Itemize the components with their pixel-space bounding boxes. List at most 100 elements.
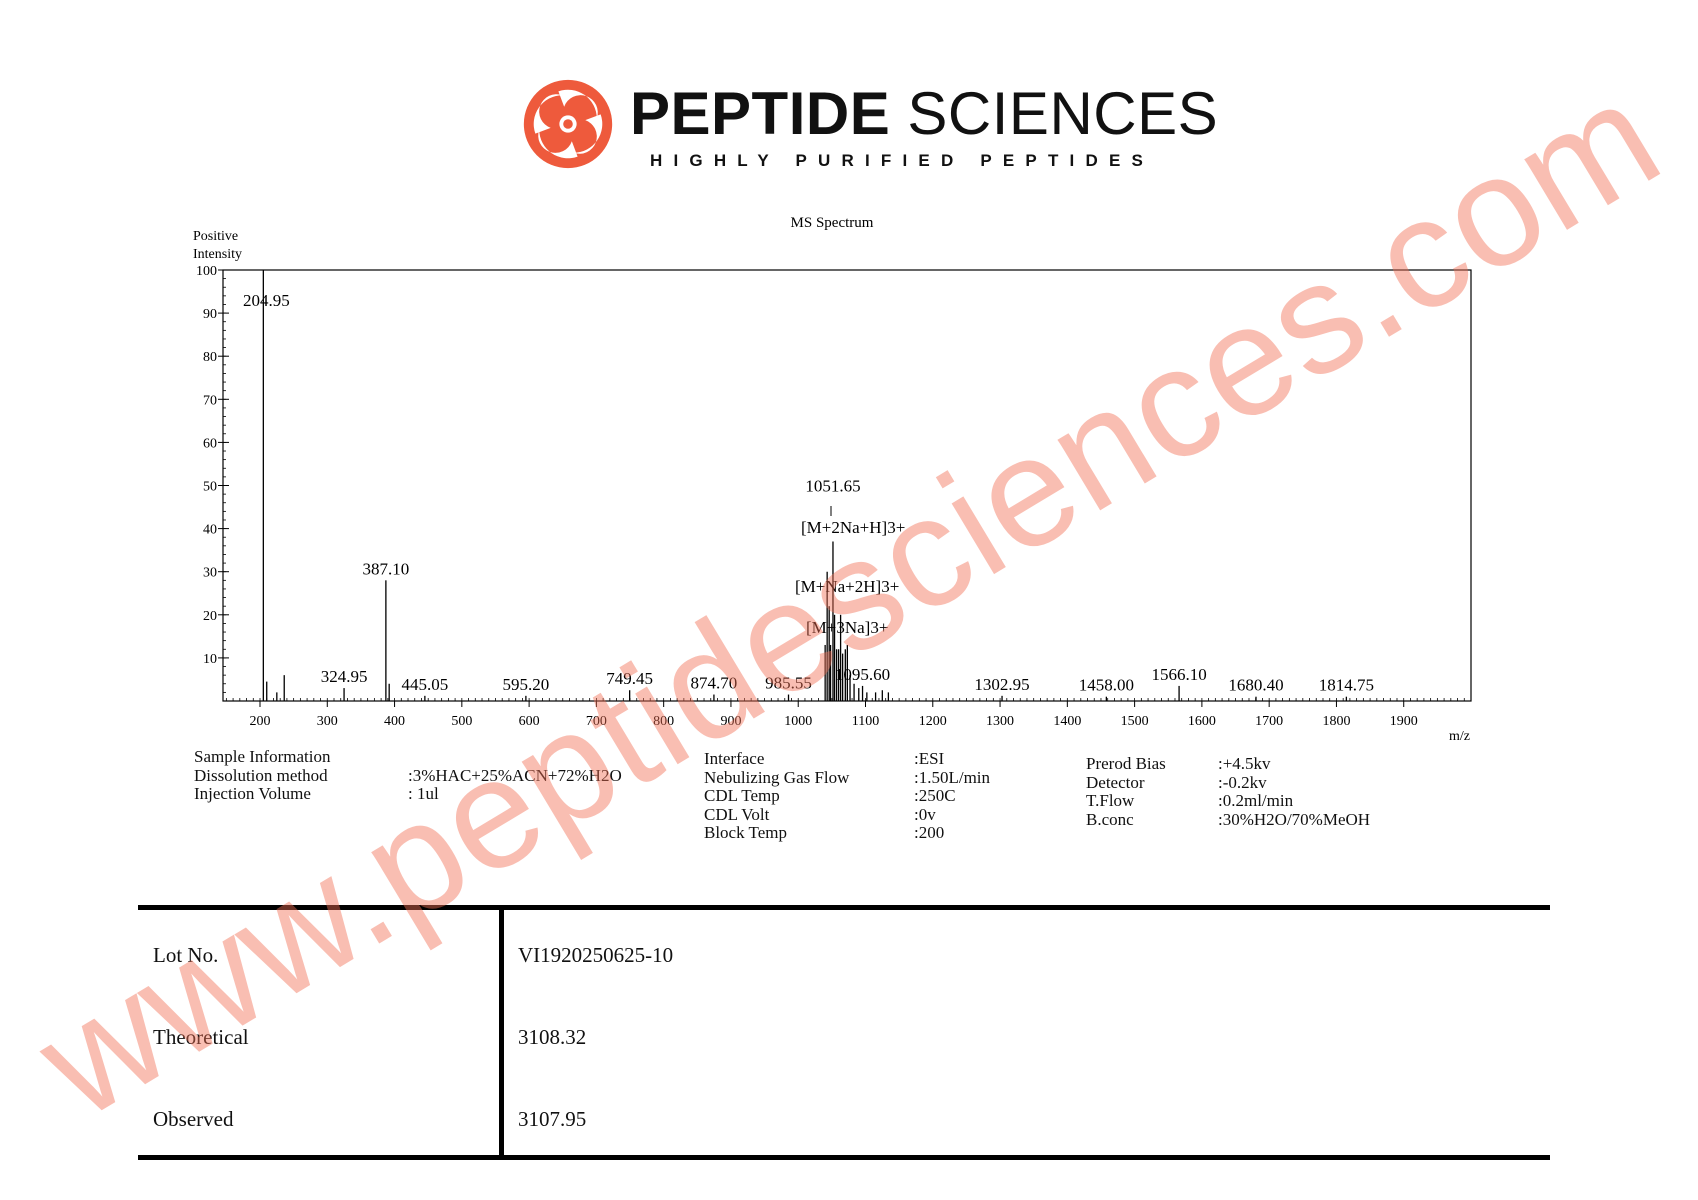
lot-number-value: VI1920250625-10 <box>518 943 674 967</box>
info-value-interface: :ESI <box>914 749 945 768</box>
y-axis-label-line2: Intensity <box>193 247 242 262</box>
peak-label: 324.95 <box>321 667 368 686</box>
info-label-t-flow: T.Flow <box>1086 791 1135 810</box>
observed-mass-label: Observed <box>153 1107 234 1131</box>
info-label-prerod-bias: Prerod Bias <box>1086 754 1166 773</box>
annotation-m3na: [M+3Na]3+ <box>806 618 888 637</box>
chart-title: MS Spectrum <box>791 215 874 231</box>
table-column-divider <box>499 905 504 1160</box>
brand-tagline: HIGHLY PURIFIED PEPTIDES <box>650 151 1155 170</box>
brand-name: PEPTIDE SCIENCES <box>630 82 1218 146</box>
table-top-rule <box>138 905 1550 910</box>
peak-label: 445.05 <box>401 675 448 694</box>
peak-label: 1458.00 <box>1079 676 1134 695</box>
x-tick-label: 300 <box>317 714 338 729</box>
y-tick-label: 20 <box>203 609 217 624</box>
peak-label: 387.10 <box>363 559 410 578</box>
y-tick-label: 40 <box>203 523 217 538</box>
x-tick-label: 1800 <box>1322 714 1350 729</box>
y-tick-label: 100 <box>196 264 217 279</box>
x-tick-label: 1500 <box>1121 714 1149 729</box>
interface-info-values: :ESI :1.50L/min :250C :0v :200 <box>914 750 990 843</box>
theoretical-mass-value: 3108.32 <box>518 1025 587 1049</box>
peak-label: 985.55 <box>765 674 812 693</box>
annotations: [M+2Na+H]3+ [M+Na+2H]3+ [M+3Na]3+ <box>795 506 905 637</box>
y-axis-ticks: 10 20 30 40 50 60 70 80 90 100 <box>196 264 229 667</box>
peak-label: 595.20 <box>503 675 550 694</box>
info-label-nebulizing-gas-flow: Nebulizing Gas Flow <box>704 767 850 787</box>
x-tick-label: 400 <box>384 714 405 729</box>
ms-spectrum-chart: MS Spectrum Positive Intensity m/z 10 20 3… <box>193 215 1472 744</box>
info-label-detector: Detector <box>1086 772 1145 792</box>
info-value-b-conc: :30%H2O/70%MeOH <box>1218 809 1371 829</box>
table-bottom-rule <box>138 1155 1550 1160</box>
peak-label: 749.45 <box>606 669 653 688</box>
x-tick-label: 200 <box>250 714 271 729</box>
x-tick-label: 1600 <box>1188 714 1216 729</box>
peak-label: 874.70 <box>691 674 738 693</box>
y-tick-label: 60 <box>203 436 217 451</box>
y-tick-label: 80 <box>203 350 217 365</box>
info-label-b-conc: B.conc <box>1086 809 1134 829</box>
x-tick-label: 600 <box>519 714 540 729</box>
info-value-sample-information <box>408 748 622 767</box>
info-value-t-flow: :0.2ml/min <box>1218 791 1294 810</box>
peak-label: 1302.95 <box>974 675 1029 694</box>
detector-info-values: :+4.5kv :-0.2kv :0.2ml/min :30%H2O/70%Me… <box>1218 755 1370 829</box>
info-label-dissolution-method: Dissolution method <box>194 765 328 785</box>
info-value-detector: :-0.2kv <box>1218 772 1267 792</box>
info-value-prerod-bias: :+4.5kv <box>1218 754 1271 773</box>
y-tick-label: 90 <box>203 307 217 322</box>
x-tick-label: 1100 <box>852 714 879 729</box>
info-label-injection-volume: Injection Volume <box>194 784 311 803</box>
interface-info-labels: Interface Nebulizing Gas Flow CDL Temp C… <box>704 750 849 843</box>
theoretical-mass-label: Theoretical <box>153 1025 249 1049</box>
brand-name-bold: PEPTIDE <box>630 80 891 147</box>
lot-number-label: Lot No. <box>153 943 219 967</box>
y-tick-label: 70 <box>203 393 217 408</box>
detector-info-labels: Prerod Bias Detector T.Flow B.conc <box>1086 755 1166 829</box>
peak-label: 1680.40 <box>1228 676 1283 695</box>
info-value-cdl-temp: :250C <box>914 786 956 805</box>
sample-info-labels: Sample Information Dissolution method In… <box>194 748 330 804</box>
brand-name-rest: SCIENCES <box>890 80 1219 147</box>
x-tick-label: 1200 <box>919 714 947 729</box>
info-label-cdl-volt: CDL Volt <box>704 804 770 824</box>
spectrum-peaks <box>262 270 1348 701</box>
info-value-dissolution-method: :3%HAC+25%ACN+72%H2O <box>408 765 622 785</box>
x-tick-label: 800 <box>653 714 674 729</box>
y-tick-label: 10 <box>203 652 217 667</box>
info-label-cdl-temp: CDL Temp <box>704 786 780 805</box>
x-tick-label: 900 <box>720 714 741 729</box>
company-logo: PEPTIDE SCIENCES HIGHLY PURIFIED PEPTIDE… <box>520 76 1218 176</box>
peak-label: 1051.65 <box>805 477 860 496</box>
x-tick-label: 1400 <box>1053 714 1081 729</box>
x-tick-label: 700 <box>586 714 607 729</box>
swirl-logo-icon <box>523 79 613 169</box>
x-axis-ticks: 200 300 400 500 600 700 800 900 1000 1100 1200 1300… <box>250 701 1418 729</box>
x-tick-label: 1900 <box>1390 714 1418 729</box>
y-tick-label: 50 <box>203 480 217 495</box>
y-axis-label-line1: Positive <box>193 229 238 244</box>
info-label-interface: Interface <box>704 749 765 768</box>
info-label-sample-information: Sample Information <box>194 747 331 766</box>
y-tick-label: 30 <box>203 566 217 581</box>
peak-label: 1814.75 <box>1319 676 1374 695</box>
annotation-mna-2h: [M+Na+2H]3+ <box>795 577 899 596</box>
results-table: Lot No. VI1920250625-10 Theoretical 3108… <box>138 905 1550 1160</box>
info-value-injection-volume: : 1ul <box>408 784 439 803</box>
x-tick-label: 500 <box>451 714 472 729</box>
observed-mass-value: 3107.95 <box>518 1107 587 1131</box>
peak-labels: 204.95 324.95 387.10 445.05 595.20 749.45 874.… <box>243 291 1374 695</box>
peak-label: 204.95 <box>243 291 290 310</box>
x-tick-label: 1700 <box>1255 714 1283 729</box>
peak-label: 1095.60 <box>835 665 890 684</box>
annotation-m2na-h: [M+2Na+H]3+ <box>801 518 905 537</box>
sample-info-values: :3%HAC+25%ACN+72%H2O : 1ul <box>408 748 622 804</box>
peak-label: 1566.10 <box>1151 665 1206 684</box>
x-tick-label: 1300 <box>986 714 1014 729</box>
x-axis-label: m/z <box>1449 729 1470 744</box>
info-value-nebulizing-gas-flow: :1.50L/min <box>914 767 991 787</box>
info-value-cdl-volt: :0v <box>914 804 936 824</box>
info-value-block-temp: :200 <box>914 823 945 842</box>
